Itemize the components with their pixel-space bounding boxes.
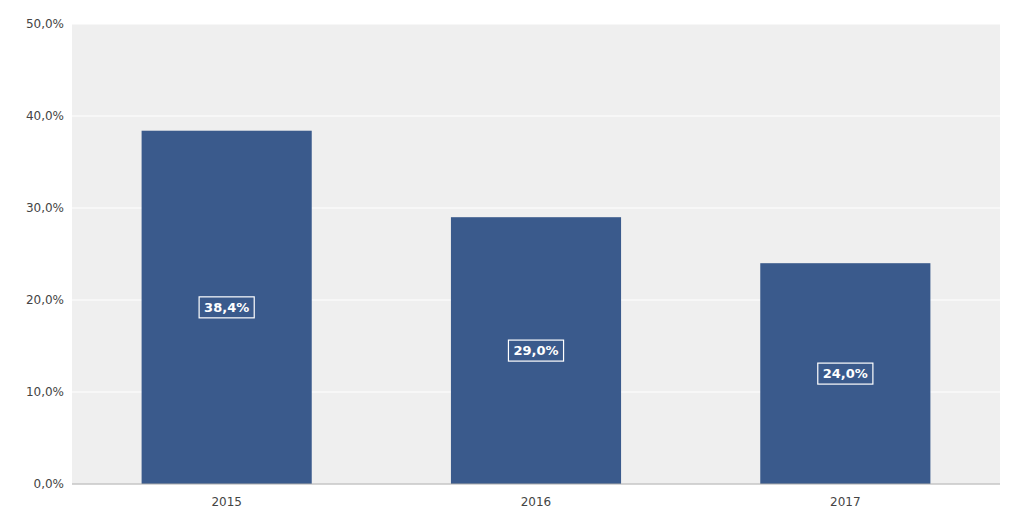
x-axis-line [72, 483, 1000, 484]
y-tick-label: 30,0% [26, 201, 64, 215]
x-tick-label: 2015 [211, 495, 242, 509]
bar [142, 131, 312, 484]
data-label-group: 38,4% [199, 297, 254, 318]
y-tick-label: 20,0% [26, 293, 64, 307]
y-tick-label: 0,0% [34, 477, 65, 491]
plot-background [72, 24, 1000, 484]
chart-container: 0,0% 10,0% 20,0% 30,0% 40,0% 50,0% 2015 2016 201… [0, 0, 1024, 530]
data-label-box [818, 363, 873, 384]
bar [760, 263, 930, 484]
y-tick-label: 10,0% [26, 385, 64, 399]
grid-line [72, 484, 1000, 485]
data-label-group: 29,0% [508, 340, 563, 361]
data-label: 24,0% [823, 366, 868, 381]
x-tick-label: 2016 [521, 495, 552, 509]
x-tick-label: 2017 [830, 495, 861, 509]
data-label: 38,4% [204, 300, 249, 315]
bars [142, 131, 931, 484]
data-label-group: 24,0% [818, 363, 873, 384]
bar [451, 217, 621, 484]
y-tick-label: 40,0% [26, 109, 64, 123]
data-label-box [508, 340, 563, 361]
data-label: 29,0% [513, 343, 558, 358]
y-tick-label: 50,0% [26, 17, 64, 31]
data-label-box [199, 297, 254, 318]
grid-line [72, 116, 1000, 117]
chart: 0,0% 10,0% 20,0% 30,0% 40,0% 50,0% 2015 2016 201… [0, 0, 1024, 530]
grid-line [72, 24, 1000, 25]
